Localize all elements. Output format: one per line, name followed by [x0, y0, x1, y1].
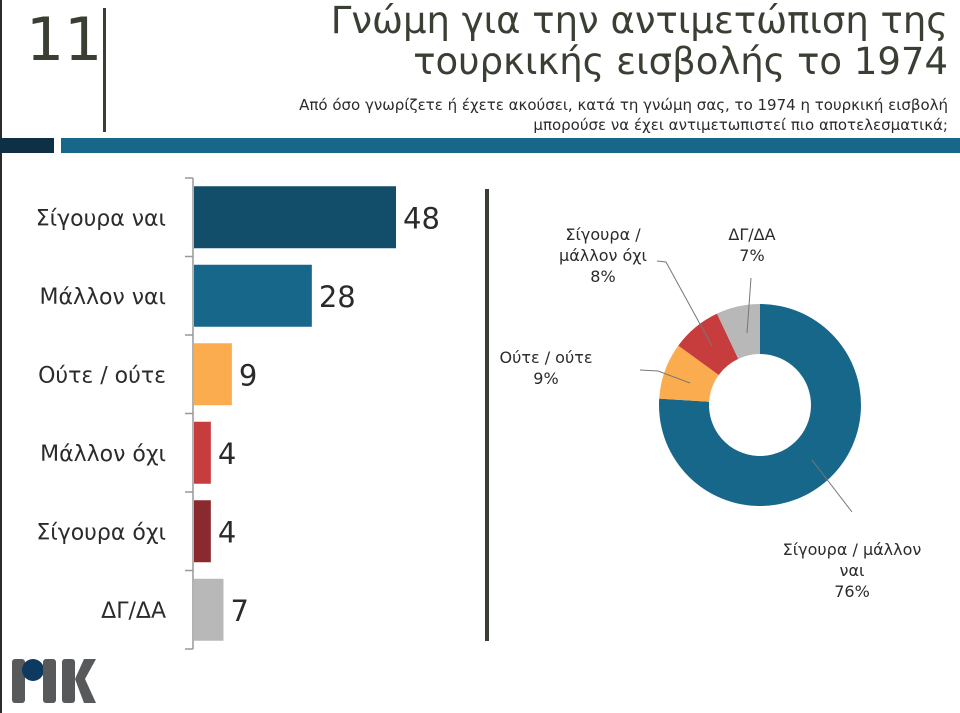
question-line-2: μπορούσε να έχει αντιμετωπιστεί πιο αποτ… — [533, 116, 948, 134]
donut-value-label: 7% — [739, 246, 764, 265]
bar-value-label: 7 — [230, 594, 248, 628]
slide-number-divider — [103, 8, 106, 132]
bar-value-label: 4 — [218, 515, 236, 549]
bar-category-label: ΔΓ/ΔΑ — [101, 599, 166, 624]
donut-slice — [659, 304, 861, 506]
bar-category-label: Σίγουρα όχι — [36, 520, 166, 545]
leader-line — [639, 369, 691, 384]
leader-line — [656, 260, 713, 347]
bar-value-label: 48 — [403, 201, 440, 235]
bar — [194, 500, 211, 563]
bar-category-label: Μάλλον όχι — [40, 442, 166, 467]
header-band — [61, 138, 960, 153]
bar-chart: Σίγουρα ναι 48 Μάλλον ναι 28 Ούτε / ούτε 9 Μάλ… — [36, 177, 440, 650]
donut-category-label: Ούτε / ούτε — [499, 348, 592, 367]
donut-chart: Σίγουρα / μάλλον ναι 76% Ούτε / ούτε 9% Σίγου… — [499, 225, 921, 601]
page-title: Γνώμη για την αντιμετώπιση της τουρκικής… — [331, 0, 948, 82]
donut-category-label: Σίγουρα / μάλλον — [783, 540, 922, 559]
bar — [194, 421, 211, 484]
bar — [194, 264, 312, 327]
logo-letter-k-arms — [75, 659, 96, 703]
bar-value-label: 28 — [319, 280, 356, 314]
logo-letter-r-stem — [12, 659, 25, 703]
bar — [194, 343, 232, 406]
panel-divider — [485, 189, 489, 641]
donut-value-label: 9% — [533, 369, 558, 388]
bar-value-label: 9 — [239, 358, 257, 392]
bar-category-label: Σίγουρα ναι — [36, 206, 166, 231]
bar-category-label: Ούτε / ούτε — [38, 363, 166, 388]
donut-slice — [678, 313, 739, 376]
donut-category-label: ναι — [840, 561, 865, 580]
leader-line — [746, 277, 752, 334]
bar-category-label: Μάλλον ναι — [40, 285, 167, 310]
donut-value-label: 76% — [834, 582, 870, 601]
bar — [194, 578, 224, 641]
rik-logo — [12, 659, 96, 703]
logo-dot — [22, 659, 44, 681]
donut-slice — [716, 304, 760, 359]
donut-category-label: ΔΓ/ΔΑ — [728, 225, 775, 244]
question-line-1: Από όσο γνωρίζετε ή έχετε ακούσει, κατά … — [299, 96, 948, 114]
bar-value-label: 4 — [218, 437, 236, 471]
donut-category-label: Σίγουρα / — [565, 225, 641, 244]
donut-slice — [659, 345, 719, 402]
donut-value-label: 8% — [590, 267, 615, 286]
logo-letter-k-stem — [62, 659, 75, 703]
slide-number: 11 — [26, 5, 103, 75]
logo-letter-i — [43, 659, 56, 703]
leader-line — [811, 459, 853, 513]
question-text: Από όσο γνωρίζετε ή έχετε ακούσει, κατά … — [299, 95, 948, 135]
donut-category-label: μάλλον όχι — [559, 246, 647, 265]
title-line-1: Γνώμη για την αντιμετώπιση της — [330, 0, 948, 42]
bar — [194, 186, 396, 249]
title-line-2: τουρκικής εισβολής το 1974 — [413, 40, 948, 83]
header-band-dark — [0, 138, 54, 153]
left-border — [0, 0, 2, 713]
